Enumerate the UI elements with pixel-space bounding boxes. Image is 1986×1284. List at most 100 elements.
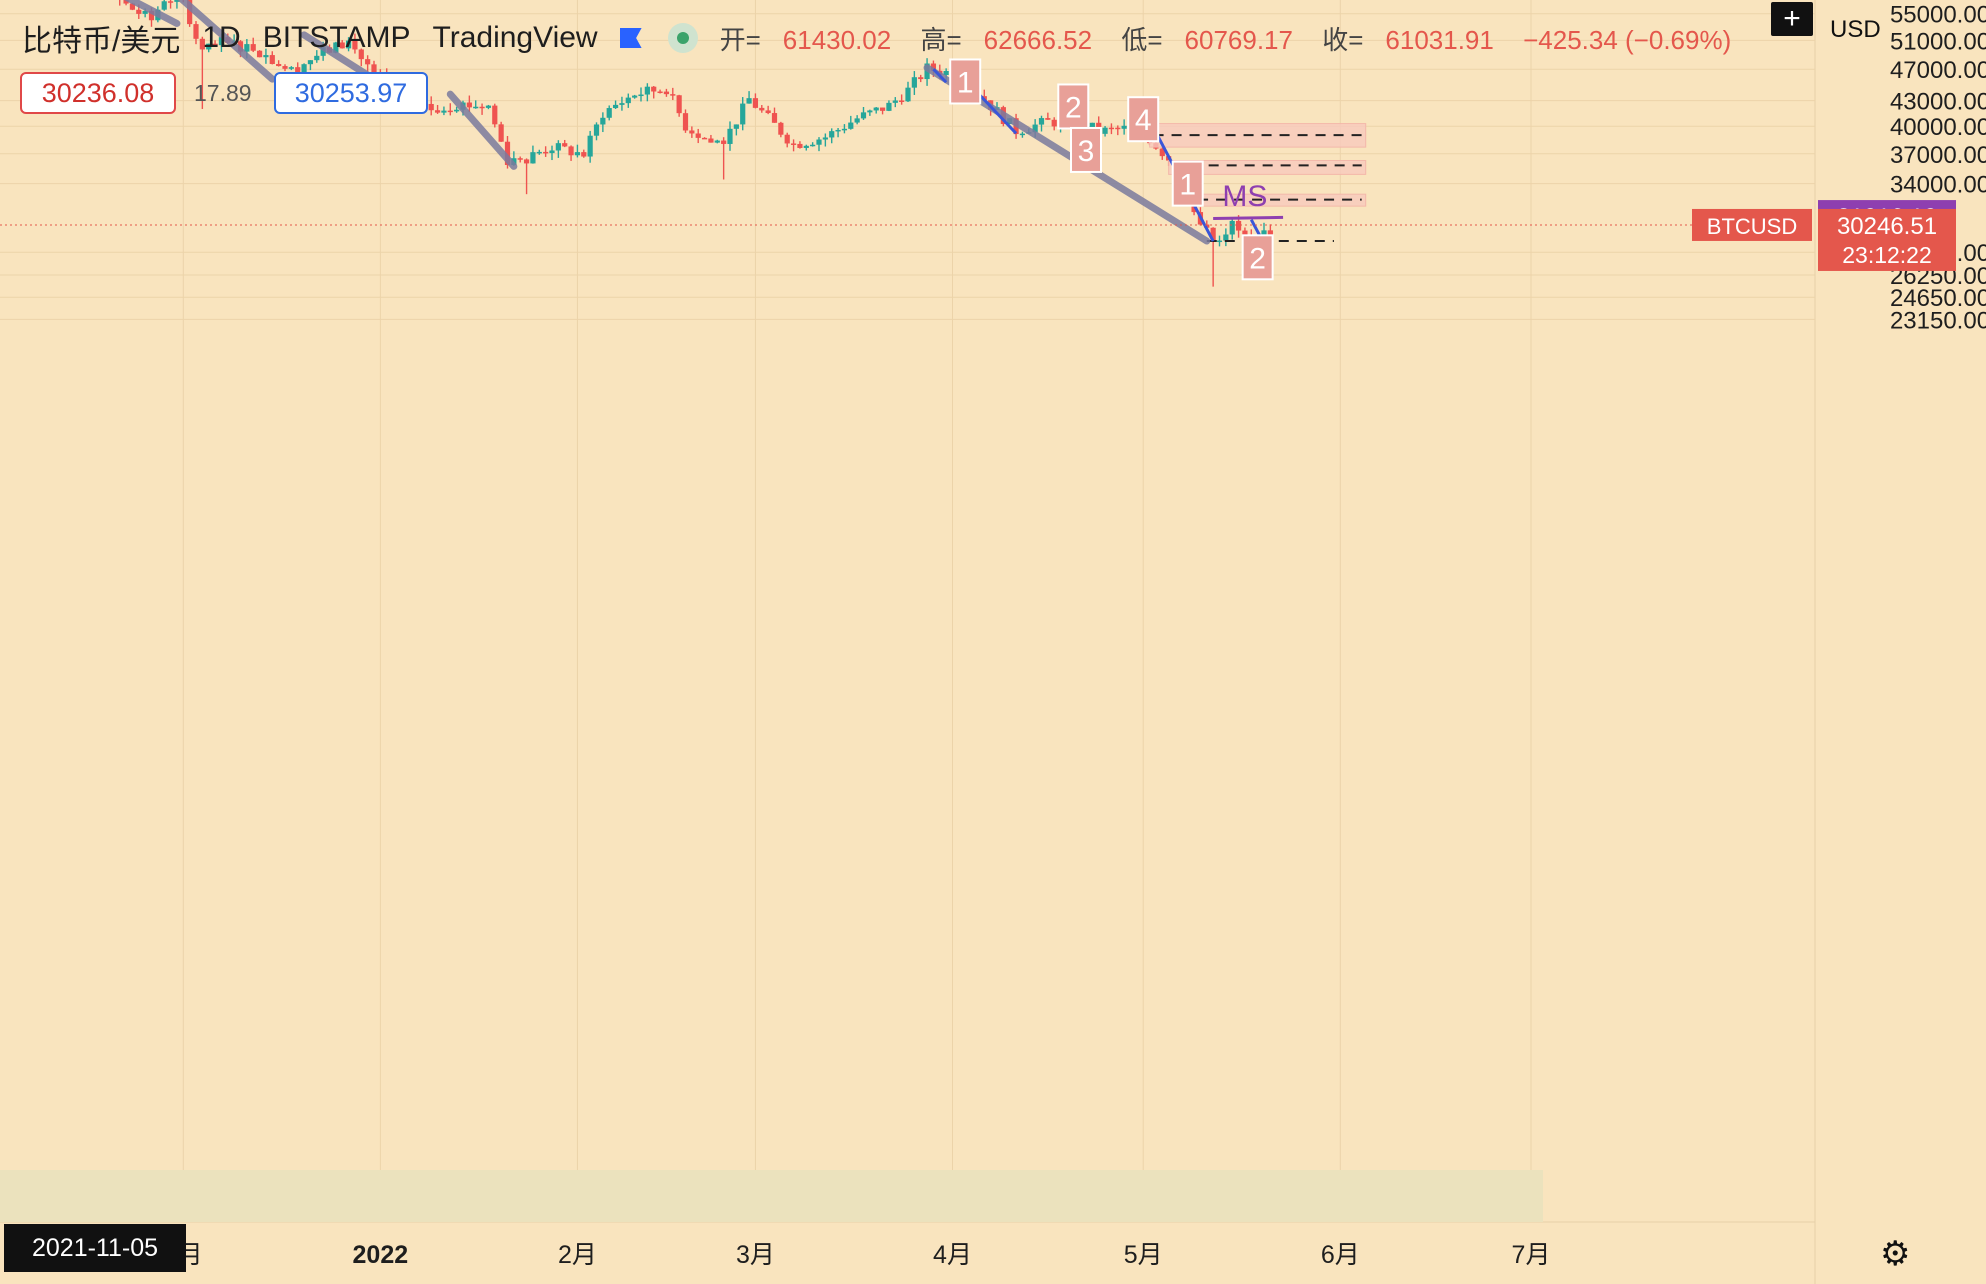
candle-body (632, 95, 638, 98)
candle-body (790, 143, 797, 145)
candle-body (1115, 127, 1121, 130)
candle-body (333, 42, 339, 53)
resistance-zone (1149, 123, 1367, 148)
last-price-label: 30246.51 (1837, 213, 1937, 240)
candle-body (434, 110, 441, 113)
wave-label: 2 (1249, 242, 1266, 275)
candle-body (663, 91, 670, 95)
candle-body (1216, 240, 1223, 243)
market-status-icon[interactable] (667, 23, 698, 53)
candle-body (466, 102, 472, 108)
candle-body (918, 77, 924, 80)
candle-body (263, 55, 269, 58)
candle-body (822, 137, 828, 140)
add-indicator-icon[interactable]: + (1771, 2, 1813, 36)
wave-label-box (1241, 234, 1274, 281)
candle-body (555, 143, 561, 151)
candle-body (288, 67, 294, 69)
y-tick-label: 24650.00 (1890, 285, 1986, 312)
candle-body (148, 10, 155, 21)
candle-body (638, 94, 644, 97)
flag-icon[interactable] (619, 28, 642, 48)
candle-body (1121, 125, 1127, 129)
wave-label: 2 (1065, 91, 1082, 124)
candle-body (365, 59, 371, 65)
brand-label: TradingView (432, 21, 598, 54)
y-tick-label: 51000.00 (1890, 28, 1986, 55)
candle-body (543, 151, 549, 154)
wave-label-box (1127, 96, 1160, 143)
plot-area (0, 0, 1815, 1222)
candle-body (1032, 124, 1038, 133)
trend-line (177, 0, 276, 83)
candle-body (187, 0, 193, 25)
candle-body (244, 44, 250, 52)
last-price-box (1818, 208, 1956, 271)
candle-body (447, 110, 453, 113)
candle-body (314, 55, 320, 61)
candle-body (568, 146, 574, 156)
candle-body (765, 110, 771, 114)
candle-body (562, 143, 568, 147)
candle-body (905, 87, 911, 102)
candle-body (485, 105, 492, 108)
y-tick-label: 37000.00 (1890, 142, 1986, 169)
candle-body (1019, 133, 1026, 136)
symbol-name[interactable]: 比特币/美元 (22, 25, 181, 58)
candle-body (911, 77, 917, 88)
candle-body (752, 98, 759, 108)
candle-body (701, 137, 708, 140)
wave-line (932, 68, 948, 84)
y-tick-label: 59000.00 (1890, 0, 1986, 4)
candle-body (810, 144, 816, 147)
candle-body (549, 150, 555, 154)
candle-body (867, 110, 873, 113)
candle-body (784, 134, 790, 144)
candle-body (714, 140, 720, 143)
candle-body (943, 70, 949, 76)
candle-body (530, 152, 536, 164)
candle-body (829, 131, 835, 138)
candle-body (256, 50, 263, 58)
candle-body (848, 122, 854, 129)
candle-body (816, 139, 822, 145)
wave-label: 1 (1179, 169, 1196, 202)
trend-line (446, 90, 518, 170)
candle-body (307, 60, 314, 65)
candle-body (892, 100, 898, 103)
candle-body (803, 145, 809, 148)
candle-body (517, 158, 523, 160)
candle-body (492, 105, 498, 125)
candle-body (625, 97, 631, 104)
candle-body (778, 122, 784, 135)
y-tick-label: 47000.00 (1890, 57, 1986, 84)
candle-body (676, 95, 682, 114)
candle-body (218, 37, 225, 46)
interval-label[interactable]: 1D (202, 21, 241, 54)
candle-body (740, 103, 746, 125)
candle-body (250, 44, 256, 51)
candle-body (212, 43, 218, 46)
candle-body (733, 124, 739, 129)
settings-gear-icon[interactable]: ⚙ (1880, 1235, 1911, 1273)
bid-price-button[interactable]: 30236.08 (20, 72, 176, 114)
ask-price-button[interactable]: 30253.97 (274, 72, 428, 114)
candle-body (428, 103, 434, 111)
trend-line (124, 0, 181, 27)
candle-body (161, 1, 167, 10)
candle-body (1089, 122, 1095, 129)
candle-body (206, 43, 212, 50)
candle-body (574, 152, 581, 156)
candle-body (682, 113, 689, 131)
candle-body (479, 106, 485, 109)
candle-body (860, 112, 867, 119)
x-tick-label: 6月 (1321, 1241, 1360, 1269)
candle-body (835, 129, 841, 132)
candle-body (371, 64, 377, 73)
crosshair-date-label: 2021-11-05 (4, 1224, 186, 1272)
wave-label-box (1171, 160, 1204, 207)
wave-label-box (949, 58, 982, 105)
currency-label[interactable]: USD (1830, 16, 1881, 43)
y-tick-label: 34000.00 (1890, 172, 1986, 199)
